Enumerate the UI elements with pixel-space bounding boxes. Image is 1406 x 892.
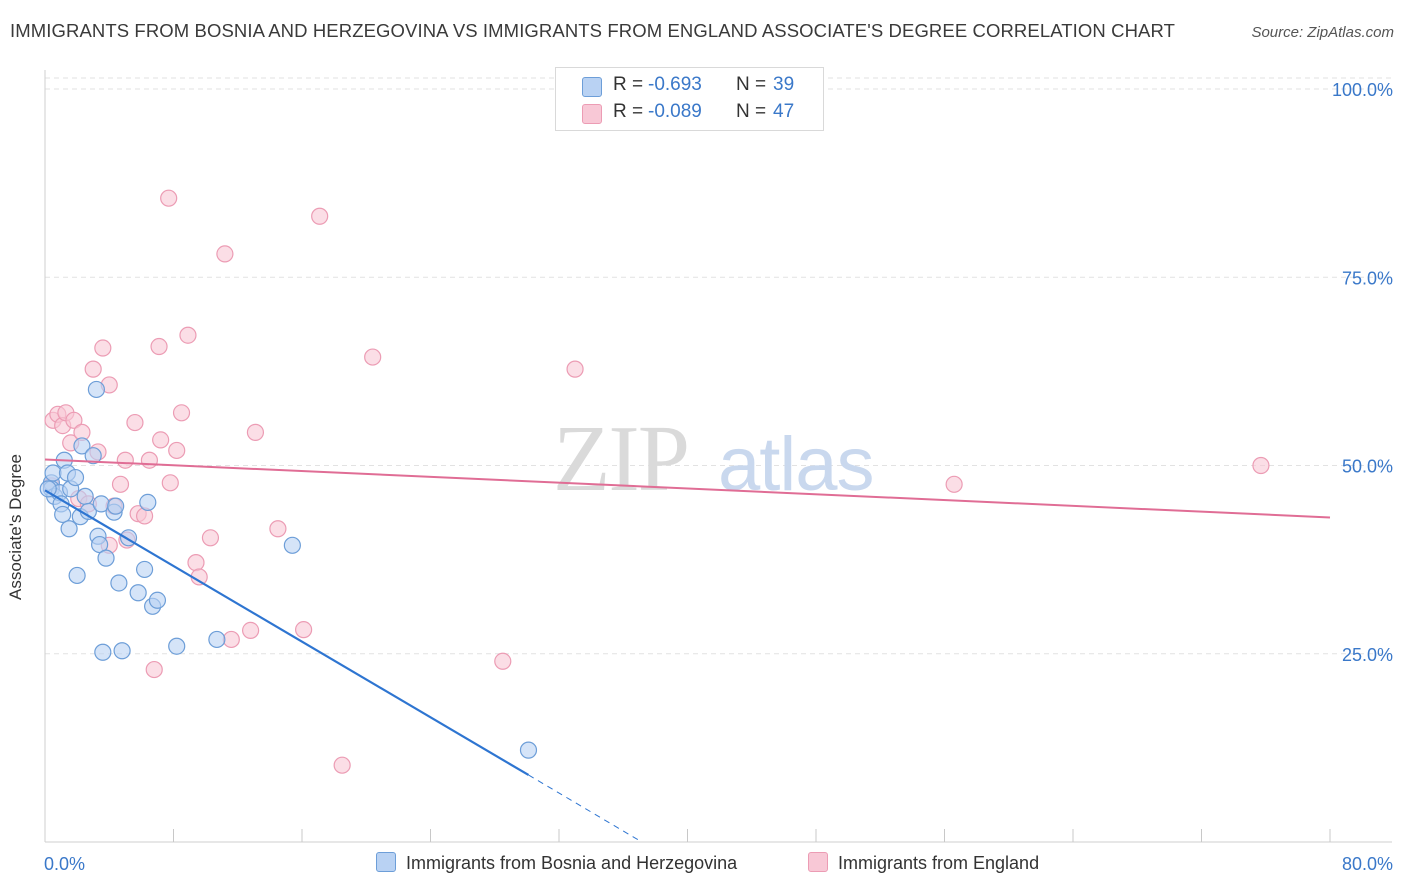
data-point-bosnia [110,574,128,592]
data-point-england [179,326,197,344]
data-point-england [494,652,512,670]
data-point-england [364,348,382,366]
data-point-bosnia [129,584,147,602]
source-credit: Source: ZipAtlas.com [1251,24,1394,41]
data-point-england [140,451,159,469]
data-point-bosnia [84,447,102,465]
data-point-bosnia [73,437,91,455]
data-point-bosnia [113,642,131,660]
legend-item-bosnia: Immigrants from Bosnia and Herzegovina [376,852,737,874]
legend-swatch-pink [582,104,602,124]
data-point-bosnia [208,630,226,649]
y-tick-label: 100.0% [1332,80,1393,100]
trend-line-bosnia-extension [528,774,640,841]
data-point-england [187,554,205,572]
data-point-england [269,520,287,538]
trend-line-england [44,458,1331,519]
y-axis-label: Associate's Degree [6,454,25,600]
legend-label-england: Immigrants from England [838,853,1040,873]
data-point-england [152,431,170,449]
grid-lines [45,77,1392,655]
legend-r-value: -0.693 [648,74,702,95]
data-point-england [161,474,179,492]
y-tick-label: 75.0% [1342,268,1393,288]
trend-lines [44,458,1331,841]
legend-stats: R = -0.693 N = 39 R = -0.089 N = 47 [555,67,824,131]
data-point-england [201,529,220,547]
y-tick-label: 50.0% [1342,457,1393,477]
data-point-bosnia [39,480,57,498]
legend-r-label: R = [613,101,644,122]
tick-labels: 25.0% 50.0% 75.0% 100.0% 0.0% 80.0% [44,80,1393,874]
data-point-england [94,339,112,357]
data-point-bosnia [54,505,72,524]
legend-swatch-blue [582,77,602,97]
data-point-england [65,411,83,429]
data-point-england [945,475,963,493]
data-point-bosnia [139,493,157,511]
data-point-england [168,441,186,460]
legend-swatch-blue [376,852,396,872]
legend-item-england: Immigrants from England [808,852,1039,874]
legend-n-label: N = [736,74,767,95]
data-point-england [311,207,329,225]
data-point-england [1252,456,1270,475]
legend-n-value: 39 [773,74,795,95]
data-point-bosnia [148,591,167,609]
data-point-bosnia [107,497,125,515]
y-tick-label: 25.0% [1342,645,1393,665]
data-point-bosnia [168,637,186,655]
legend-n-label: N = [736,101,767,122]
chart-title: IMMIGRANTS FROM BOSNIA AND HERZEGOVINA V… [10,20,1175,41]
legend-swatch-pink [808,852,828,872]
trend-line-bosnia [44,489,530,776]
data-point-england [216,245,234,263]
data-point-bosnia [519,741,538,759]
x-tick-label: 0.0% [44,854,85,874]
data-point-bosnia [66,468,85,487]
data-point-england [111,475,130,493]
x-tick-label: 80.0% [1342,854,1393,874]
data-point-england [333,756,351,774]
data-point-bosnia [94,643,112,661]
legend-label-bosnia: Immigrants from Bosnia and Herzegovina [406,853,738,873]
data-point-england [242,621,260,640]
legend-n-value: 47 [773,101,795,122]
data-point-bosnia [283,536,301,554]
data-point-bosnia [44,464,62,482]
data-point-england [145,660,163,679]
data-point-england [150,337,168,356]
watermark-zip: ZIP [553,407,688,511]
data-point-england [222,630,240,649]
data-point-bosnia [76,487,94,505]
data-point-england [160,189,178,207]
axes [44,70,1392,843]
data-point-bosnia [135,560,154,579]
data-point-bosnia [97,549,115,567]
data-point-england [116,451,134,469]
legend-r-value: -0.089 [648,101,702,122]
series-bosnia-points [39,380,538,759]
data-point-england [295,621,313,639]
data-point-england [84,360,102,378]
legend-r-label: R = [613,74,644,95]
data-point-england [126,413,144,432]
data-point-england [566,360,584,378]
data-point-bosnia [60,520,78,538]
data-point-bosnia [68,566,86,585]
data-point-england [246,423,265,441]
data-point-bosnia [87,380,106,399]
data-point-england [172,404,191,422]
